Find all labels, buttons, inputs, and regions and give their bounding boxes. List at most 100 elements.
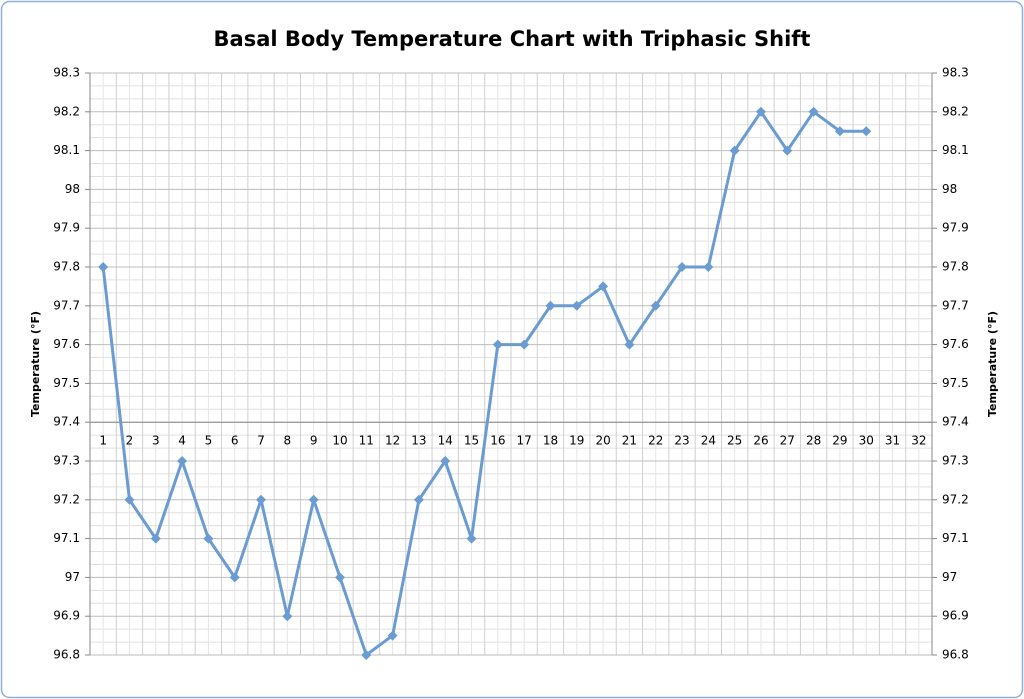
marker	[492, 339, 503, 350]
x-tick-label: 32	[911, 434, 926, 448]
y-tick-label: 97.5	[53, 376, 80, 390]
y2-tick-label: 98	[942, 182, 957, 196]
marker	[150, 533, 161, 544]
marker	[124, 494, 135, 505]
y2-tick-label: 97.4	[942, 415, 969, 429]
y-tick-label: 98	[65, 182, 80, 196]
x-tick-label: 12	[385, 434, 400, 448]
marker	[755, 106, 766, 117]
y2-tick-label: 97.2	[942, 492, 969, 506]
marker	[598, 281, 609, 292]
x-tick-label: 7	[257, 434, 265, 448]
y2-tick-label: 97.1	[942, 531, 969, 545]
y2-tick-label: 97.5	[942, 376, 969, 390]
marker	[256, 494, 267, 505]
x-tick-label: 22	[648, 434, 663, 448]
series-line	[101, 110, 867, 657]
marker	[808, 106, 819, 117]
x-tick-label: 6	[231, 434, 239, 448]
marker	[677, 262, 688, 272]
y2-tick-label: 97.8	[942, 260, 969, 274]
y-tick-label: 97.3	[53, 454, 80, 468]
marker	[519, 339, 530, 350]
y-tick-label: 97.7	[53, 298, 80, 312]
x-tick-label: 4	[178, 434, 186, 448]
y2-tick-label: 98.2	[942, 104, 969, 118]
marker	[203, 533, 214, 544]
chart-title: Basal Body Temperature Chart with Tripha…	[214, 27, 811, 51]
x-tick-label: 31	[885, 434, 900, 448]
x-tick-label: 25	[727, 434, 742, 448]
y-tick-label: 96.8	[53, 648, 80, 662]
x-tick-label: 30	[859, 434, 874, 448]
marker	[334, 572, 345, 583]
x-tick-label: 3	[152, 434, 160, 448]
y-tick-label: 97.4	[53, 415, 80, 429]
x-tick-label: 21	[622, 434, 637, 448]
x-tick-label: 5	[205, 434, 213, 448]
marker	[729, 145, 740, 156]
y-tick-label: 97.2	[53, 492, 80, 506]
marker	[834, 126, 845, 137]
x-tick-label: 24	[701, 434, 716, 448]
x-tick-label: 16	[490, 434, 505, 448]
y2-tick-label: 96.8	[942, 648, 969, 662]
y-tick-label: 97.9	[53, 221, 80, 235]
marker	[782, 145, 793, 156]
y2-tick-label: 96.9	[942, 609, 969, 623]
x-tick-label: 14	[438, 434, 453, 448]
x-tick-label: 17	[517, 434, 532, 448]
y2-tick-label: 97.6	[942, 337, 969, 351]
y-tick-label: 97.6	[53, 337, 80, 351]
x-tick-label: 19	[569, 434, 584, 448]
marker	[308, 494, 319, 505]
y2-tick-label: 97.7	[942, 298, 969, 312]
marker	[545, 300, 556, 311]
x-tick-label: 15	[464, 434, 479, 448]
x-tick-label: 9	[310, 434, 318, 448]
x-tick-label: 11	[359, 434, 374, 448]
marker	[440, 456, 451, 466]
marker	[650, 300, 661, 311]
y-tick-label: 98.1	[53, 143, 80, 157]
y-tick-label: 98.2	[53, 104, 80, 118]
marker	[624, 339, 635, 350]
x-tick-label: 20	[595, 434, 610, 448]
y-tick-label: 97	[65, 570, 80, 584]
y-tick-label: 97.1	[53, 531, 80, 545]
x-tick-label: 27	[780, 434, 795, 448]
x-tick-label: 26	[753, 434, 768, 448]
y-axis-label: Temperature (°F)	[29, 311, 42, 417]
x-tick-label: 29	[832, 434, 847, 448]
y2-tick-label: 98.1	[942, 143, 969, 157]
marker	[361, 650, 372, 660]
x-tick-label: 18	[543, 434, 558, 448]
x-tick-label: 2	[126, 434, 134, 448]
y2-tick-label: 97	[942, 570, 957, 584]
y-tick-label: 97.8	[53, 260, 80, 274]
y2-tick-label: 97.3	[942, 454, 969, 468]
x-tick-label: 28	[806, 434, 821, 448]
x-tick-label: 8	[284, 434, 292, 448]
marker	[98, 262, 109, 272]
marker	[703, 262, 714, 272]
y-tick-label: 98.3	[53, 66, 80, 80]
marker	[387, 630, 398, 641]
x-tick-label: 1	[99, 434, 107, 448]
marker	[571, 300, 582, 311]
y2-tick-label: 98.3	[942, 66, 969, 80]
x-tick-label: 23	[674, 434, 689, 448]
marker	[177, 456, 188, 466]
marker	[466, 533, 477, 544]
marker	[413, 494, 424, 505]
marker	[282, 611, 293, 622]
y2-tick-label: 97.9	[942, 221, 969, 235]
y2-axis-label: Temperature (°F)	[986, 311, 999, 417]
marker	[229, 572, 240, 583]
marker	[861, 126, 872, 137]
x-tick-label: 13	[411, 434, 426, 448]
y-tick-label: 96.9	[53, 609, 80, 623]
x-tick-label: 10	[332, 434, 347, 448]
